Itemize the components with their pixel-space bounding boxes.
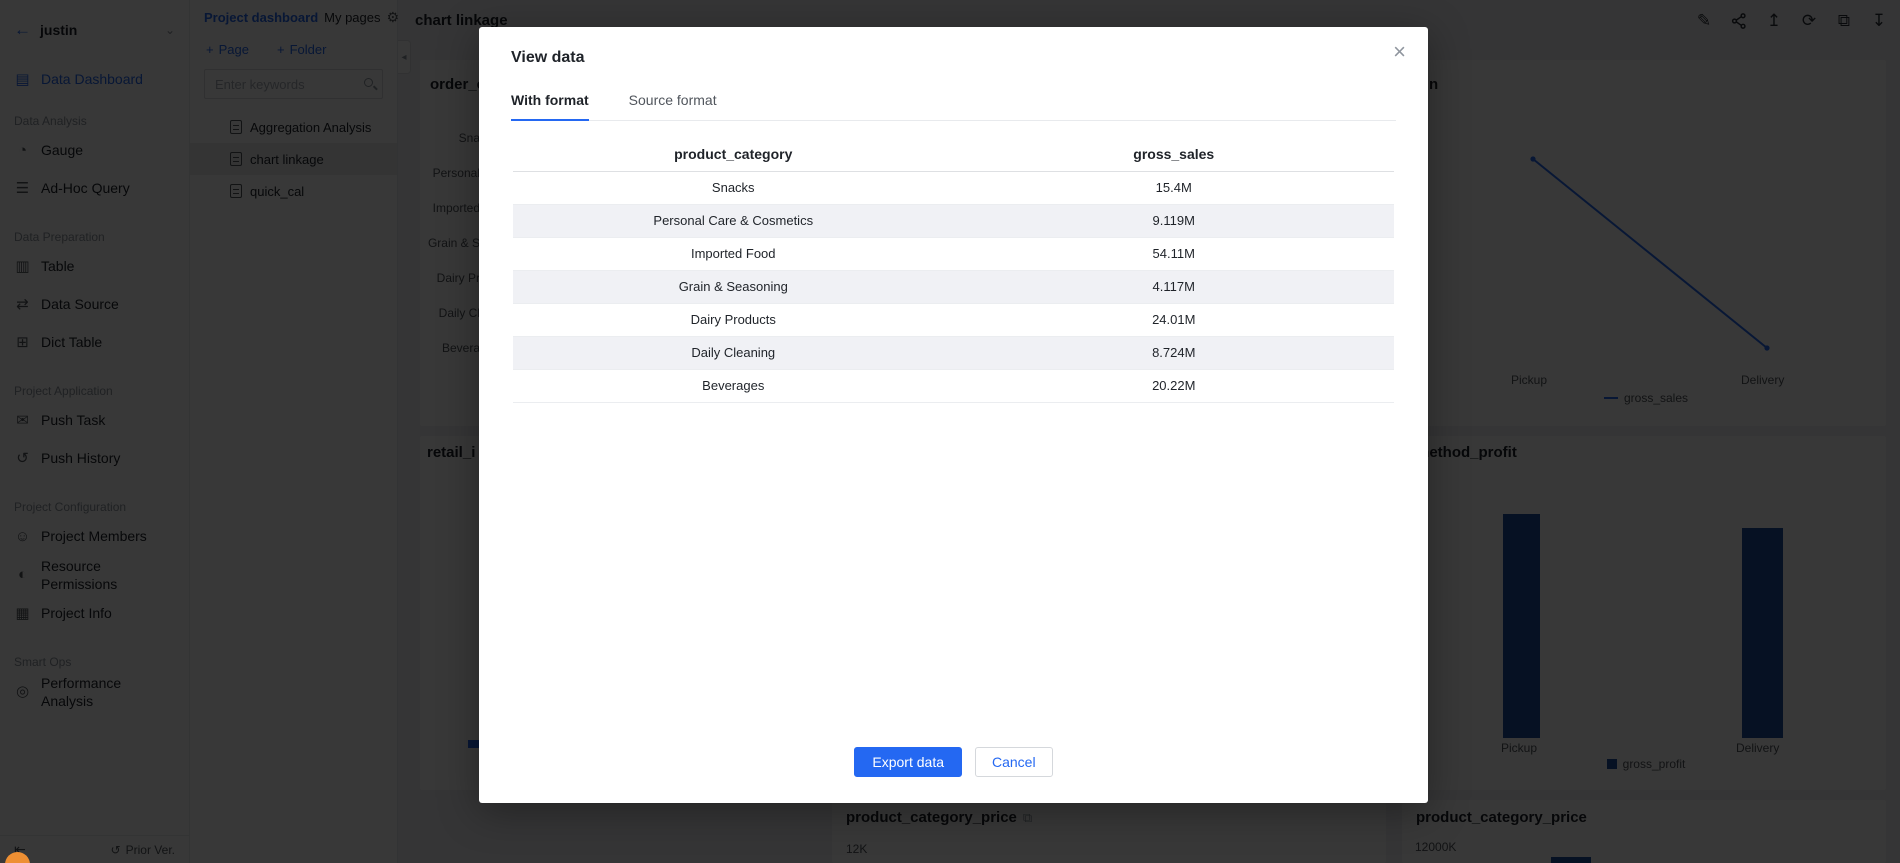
column-header-product-category[interactable]: product_category (513, 137, 954, 172)
column-header-gross-sales[interactable]: gross_sales (953, 137, 1394, 172)
cell-product-category: Personal Care & Cosmetics (513, 204, 954, 238)
tab-with-format[interactable]: With format (511, 92, 589, 121)
cell-product-category: Daily Cleaning (513, 336, 954, 370)
cell-product-category: Beverages (513, 369, 954, 403)
view-data-dialog: View data × With format Source format pr… (479, 27, 1428, 803)
cell-gross-sales: 15.4M (953, 171, 1394, 205)
cell-gross-sales: 8.724M (953, 336, 1394, 370)
cancel-button[interactable]: Cancel (975, 747, 1053, 777)
cell-product-category: Dairy Products (513, 303, 954, 337)
cell-gross-sales: 24.01M (953, 303, 1394, 337)
cell-product-category: Imported Food (513, 237, 954, 271)
close-icon[interactable]: × (1393, 39, 1406, 64)
table-header-row: product_category gross_sales (513, 137, 1394, 172)
cell-product-category: Snacks (513, 171, 954, 205)
table-row: Grain & Seasoning 4.117M (513, 270, 1394, 304)
cell-gross-sales: 9.119M (953, 204, 1394, 238)
dialog-tabs: With format Source format (511, 92, 1396, 121)
dialog-title: View data (511, 49, 585, 66)
cell-gross-sales: 4.117M (953, 270, 1394, 304)
dialog-footer: Export data Cancel (479, 747, 1428, 777)
table-row: Beverages 20.22M (513, 369, 1394, 403)
table-row: Personal Care & Cosmetics 9.119M (513, 204, 1394, 238)
cell-product-category: Grain & Seasoning (513, 270, 954, 304)
tab-source-format[interactable]: Source format (628, 92, 717, 108)
cell-gross-sales: 54.11M (953, 237, 1394, 271)
export-data-button[interactable]: Export data (854, 747, 962, 777)
table-row: Daily Cleaning 8.724M (513, 336, 1394, 370)
table-row: Imported Food 54.11M (513, 237, 1394, 271)
table-row: Snacks 15.4M (513, 171, 1394, 205)
floating-assistant-button[interactable] (5, 852, 30, 863)
table-row: Dairy Products 24.01M (513, 303, 1394, 337)
cell-gross-sales: 20.22M (953, 369, 1394, 403)
data-table: product_category gross_sales Snacks 15.4M… (513, 137, 1394, 403)
